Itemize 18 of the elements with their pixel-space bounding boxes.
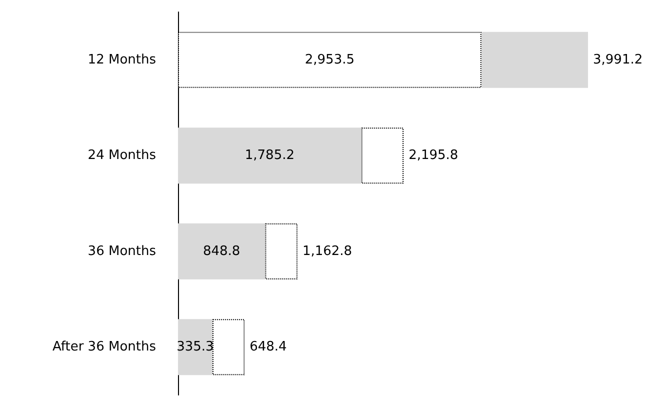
total-label: 2,195.8	[408, 148, 458, 164]
bar	[178, 223, 266, 280]
total-label: 1,162.8	[302, 244, 352, 259]
data-label: 2,953.5	[304, 52, 355, 68]
bar	[265, 223, 298, 280]
bar	[178, 319, 212, 376]
bar	[361, 128, 404, 184]
y-tick-label: 36 Months	[88, 244, 156, 259]
total-label: 648.4	[250, 340, 287, 355]
data-label: 335.3	[176, 340, 214, 355]
data-label: 1,785.2	[244, 148, 295, 164]
total-label: 3,991.2	[593, 52, 643, 68]
bar	[212, 319, 245, 376]
bar	[178, 128, 362, 184]
y-tick-label: 24 Months	[88, 148, 156, 164]
y-tick-label: 12 Months	[88, 52, 156, 68]
data-label: 848.8	[202, 244, 240, 259]
y-tick-label: After 36 Months	[52, 340, 156, 355]
